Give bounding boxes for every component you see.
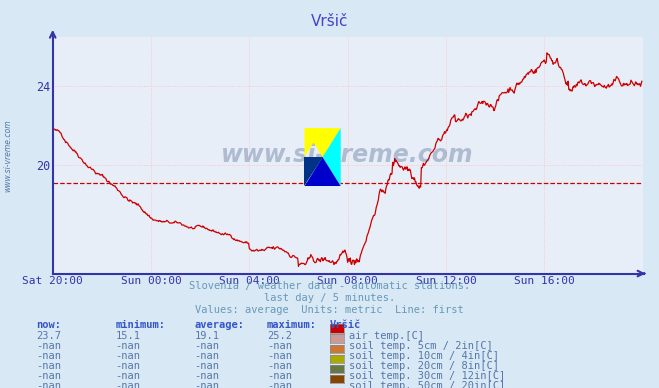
Text: Vršič: Vršič xyxy=(330,320,360,330)
Text: soil temp. 30cm / 12in[C]: soil temp. 30cm / 12in[C] xyxy=(349,371,505,381)
Text: -nan: -nan xyxy=(267,351,292,361)
Text: -nan: -nan xyxy=(115,381,140,388)
Polygon shape xyxy=(304,157,341,186)
Text: -nan: -nan xyxy=(115,351,140,361)
Text: 23.7: 23.7 xyxy=(36,331,61,341)
Text: minimum:: minimum: xyxy=(115,320,165,330)
Text: air temp.[C]: air temp.[C] xyxy=(349,331,424,341)
Text: last day / 5 minutes.: last day / 5 minutes. xyxy=(264,293,395,303)
Text: -nan: -nan xyxy=(36,361,61,371)
Text: -nan: -nan xyxy=(36,371,61,381)
Text: -nan: -nan xyxy=(194,381,219,388)
Text: www.si-vreme.com: www.si-vreme.com xyxy=(221,143,474,167)
Text: -nan: -nan xyxy=(36,381,61,388)
Text: -nan: -nan xyxy=(194,351,219,361)
Polygon shape xyxy=(304,128,323,157)
Text: -nan: -nan xyxy=(267,361,292,371)
Text: soil temp. 50cm / 20in[C]: soil temp. 50cm / 20in[C] xyxy=(349,381,505,388)
Text: -nan: -nan xyxy=(194,361,219,371)
Text: www.si-vreme.com: www.si-vreme.com xyxy=(3,119,13,192)
Text: -nan: -nan xyxy=(194,341,219,351)
Text: -nan: -nan xyxy=(115,371,140,381)
Text: now:: now: xyxy=(36,320,61,330)
Text: -nan: -nan xyxy=(115,341,140,351)
Text: Values: average  Units: metric  Line: first: Values: average Units: metric Line: firs… xyxy=(195,305,464,315)
Text: 25.2: 25.2 xyxy=(267,331,292,341)
Polygon shape xyxy=(304,157,323,186)
Text: -nan: -nan xyxy=(267,341,292,351)
Text: -nan: -nan xyxy=(267,381,292,388)
Text: soil temp. 10cm / 4in[C]: soil temp. 10cm / 4in[C] xyxy=(349,351,500,361)
Text: average:: average: xyxy=(194,320,244,330)
Text: maximum:: maximum: xyxy=(267,320,317,330)
Text: Vršič: Vršič xyxy=(311,14,348,29)
Text: soil temp. 5cm / 2in[C]: soil temp. 5cm / 2in[C] xyxy=(349,341,493,351)
Text: -nan: -nan xyxy=(267,371,292,381)
Text: -nan: -nan xyxy=(194,371,219,381)
Text: Slovenia / weather data - automatic stations.: Slovenia / weather data - automatic stat… xyxy=(189,281,470,291)
Polygon shape xyxy=(304,128,341,157)
Text: -nan: -nan xyxy=(36,341,61,351)
Text: 19.1: 19.1 xyxy=(194,331,219,341)
Text: soil temp. 20cm / 8in[C]: soil temp. 20cm / 8in[C] xyxy=(349,361,500,371)
Text: -nan: -nan xyxy=(115,361,140,371)
Text: 15.1: 15.1 xyxy=(115,331,140,341)
Polygon shape xyxy=(323,128,341,186)
Text: -nan: -nan xyxy=(36,351,61,361)
